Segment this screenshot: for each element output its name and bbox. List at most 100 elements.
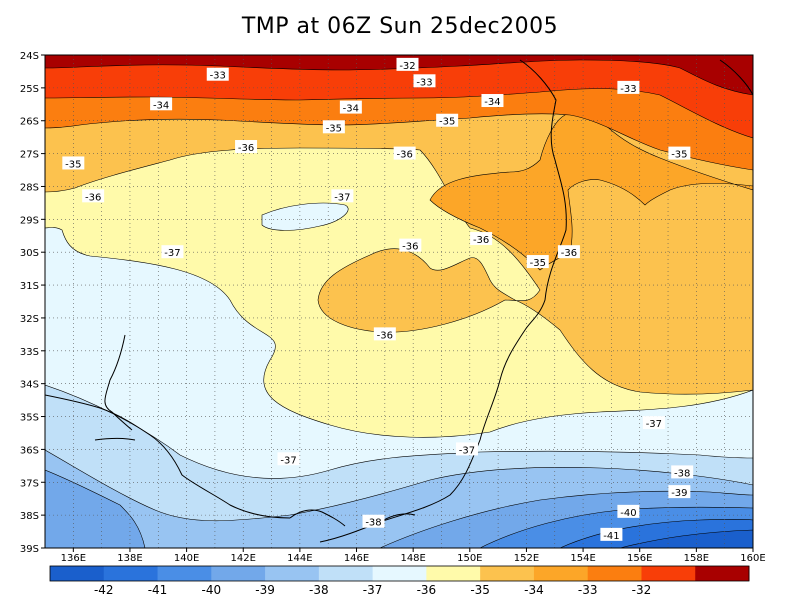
colorbar-swatch bbox=[103, 566, 159, 581]
contour-label: -33 bbox=[413, 74, 436, 88]
plot-frame bbox=[44, 54, 754, 549]
contour-label: -34 bbox=[150, 97, 173, 111]
colorbar-swatch bbox=[533, 566, 589, 581]
svg-text:-34: -34 bbox=[153, 100, 169, 111]
contour-label: -36 bbox=[399, 238, 422, 253]
contour-label: -35 bbox=[436, 113, 459, 128]
colorbar-swatch bbox=[50, 566, 105, 581]
contour-label: -36 bbox=[393, 146, 416, 161]
contour-label: -34 bbox=[339, 100, 362, 115]
y-tick-label: 32S bbox=[20, 314, 39, 325]
coastline-segment bbox=[45, 394, 291, 519]
contour-label: -37 bbox=[161, 245, 184, 259]
svg-text:-35: -35 bbox=[671, 150, 687, 161]
colorbar-swatch bbox=[480, 566, 535, 581]
colorbar-swatch bbox=[426, 566, 481, 581]
x-tick-label: 138E bbox=[117, 553, 142, 564]
contour-label: -36 bbox=[373, 327, 396, 341]
svg-text:-34: -34 bbox=[343, 104, 359, 115]
colorbar-label: -39 bbox=[255, 583, 275, 597]
svg-text:-33: -33 bbox=[416, 77, 432, 88]
y-tick-label: 34S bbox=[20, 380, 39, 391]
svg-text:-35: -35 bbox=[439, 117, 455, 128]
svg-text:-36: -36 bbox=[473, 235, 489, 246]
colorbar-label: -34 bbox=[524, 583, 544, 597]
svg-text:-36: -36 bbox=[85, 192, 101, 203]
contour-label: -36 bbox=[557, 245, 580, 259]
contour-label: -35 bbox=[668, 146, 691, 161]
colorbar-swatch bbox=[641, 566, 696, 581]
svg-text:-37: -37 bbox=[459, 445, 475, 456]
colorbar-swatch bbox=[157, 566, 212, 581]
coastline-segment bbox=[104, 334, 133, 431]
svg-text:-32: -32 bbox=[399, 61, 415, 72]
x-tick-label: 152E bbox=[514, 553, 539, 564]
contour-label: -37 bbox=[331, 189, 354, 203]
y-tick-label: 37S bbox=[20, 478, 39, 489]
y-tick-label: 33S bbox=[20, 347, 39, 358]
contour-label: -35 bbox=[62, 156, 85, 170]
contour-label: -40 bbox=[617, 504, 640, 519]
contour-label: -35 bbox=[322, 120, 345, 134]
contour-label: -38 bbox=[362, 514, 385, 529]
svg-text:-38: -38 bbox=[365, 518, 381, 529]
colorbar-label: -40 bbox=[202, 583, 222, 597]
svg-text:-37: -37 bbox=[164, 248, 180, 259]
x-tick-label: 148E bbox=[400, 553, 425, 564]
y-tick-label: 38S bbox=[20, 511, 39, 522]
x-tick-label: 160E bbox=[740, 553, 765, 564]
contour-label: -37 bbox=[455, 442, 478, 456]
x-tick-label: 140E bbox=[174, 553, 199, 564]
contour-label: -33 bbox=[617, 80, 640, 95]
colorbar-label: -37 bbox=[363, 583, 383, 597]
colorbar-swatch bbox=[372, 566, 427, 581]
colorbar-frame bbox=[49, 565, 750, 582]
svg-text:-35: -35 bbox=[530, 258, 546, 269]
contour-label: -39 bbox=[668, 485, 691, 499]
colorbar-label: -38 bbox=[309, 583, 329, 597]
svg-text:-33: -33 bbox=[210, 71, 226, 82]
y-tick-label: 25S bbox=[20, 84, 39, 95]
svg-text:-37: -37 bbox=[646, 419, 662, 430]
x-tick-label: 144E bbox=[287, 553, 312, 564]
svg-text:-41: -41 bbox=[603, 531, 619, 542]
svg-text:-35: -35 bbox=[326, 123, 342, 134]
svg-text:-35: -35 bbox=[65, 159, 81, 170]
svg-text:-37: -37 bbox=[280, 455, 296, 466]
contour-label: -38 bbox=[671, 465, 694, 479]
svg-text:-36: -36 bbox=[377, 330, 393, 341]
y-tick-label: 27S bbox=[20, 150, 39, 161]
svg-text:-36: -36 bbox=[402, 242, 418, 253]
region-blue-2 bbox=[45, 469, 146, 548]
y-tick-label: 29S bbox=[20, 215, 39, 226]
coastline-segment bbox=[94, 438, 136, 441]
y-tick-label: 24S bbox=[20, 51, 39, 62]
svg-text:-36: -36 bbox=[561, 248, 577, 259]
y-tick-label: 31S bbox=[20, 281, 39, 292]
x-tick-label: 158E bbox=[684, 553, 709, 564]
x-tick-label: 142E bbox=[231, 553, 256, 564]
contour-label: -36 bbox=[82, 189, 105, 203]
svg-text:-37: -37 bbox=[334, 192, 350, 203]
colorbar-label: -33 bbox=[578, 583, 598, 597]
contour-label: -37 bbox=[642, 416, 665, 430]
svg-text:-38: -38 bbox=[674, 468, 690, 479]
colorbar-swatch bbox=[587, 566, 642, 581]
svg-text:-40: -40 bbox=[620, 508, 636, 519]
colorbar: -42 -41 -40 -39 -38 -37 -36 -35 -34 -33 -32 bbox=[49, 565, 750, 597]
y-tick-label: 28S bbox=[20, 182, 39, 193]
svg-text:-34: -34 bbox=[484, 97, 500, 108]
y-tick-label: 39S bbox=[20, 544, 39, 555]
svg-text:-39: -39 bbox=[671, 488, 687, 499]
x-tick-label: 154E bbox=[570, 553, 595, 564]
y-axis: 24S 25S 26S 27S 28S 29S 30S 31S 32S 33S 34S 35S 36S 3… bbox=[20, 51, 45, 555]
y-tick-label: 35S bbox=[20, 413, 39, 424]
contour-label: -35 bbox=[526, 255, 549, 269]
x-axis: 136E 138E 140E 142E 144E 146E 148E 150E 152E 154E… bbox=[61, 548, 766, 564]
x-tick-label: 150E bbox=[457, 553, 482, 564]
coastline-segment bbox=[289, 509, 346, 527]
colorbar-swatch bbox=[211, 566, 266, 581]
svg-text:-33: -33 bbox=[620, 84, 636, 95]
y-tick-label: 36S bbox=[20, 445, 39, 456]
coastline bbox=[45, 59, 753, 543]
